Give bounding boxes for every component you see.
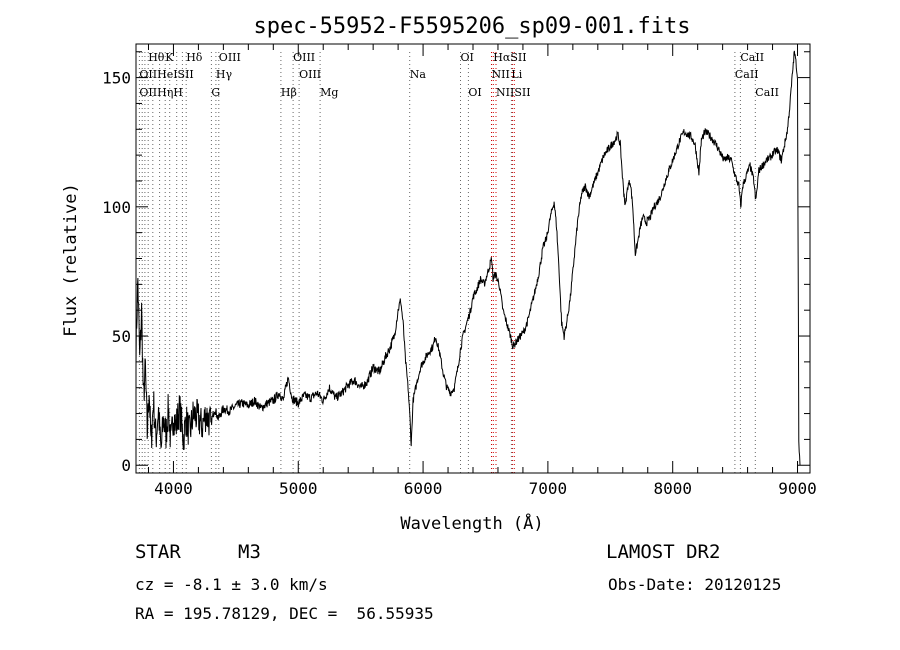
line-label: Hδ [186,51,203,64]
x-axis-ticks: 4000 5000 6000 7000 8000 9000 [147,44,817,498]
line-label: OIIHηH [139,86,182,99]
y-tick-label: 0 [121,456,131,475]
line-label: Hγ [216,68,233,81]
observation-date: Obs-Date: 20120125 [608,575,782,594]
line-label: NIISII [496,86,531,99]
line-label: Hθ [148,51,165,64]
y-tick-label: 100 [102,198,131,217]
object-class: STAR [135,541,181,563]
line-label: OIII [299,68,321,81]
line-label: CaII [755,86,779,99]
x-axis-label: Wavelength (Å) [400,512,543,534]
line-label: Hβ [281,86,297,99]
line-label: OIII [293,51,315,64]
line-label: NII [492,68,510,81]
y-tick-label: 150 [102,69,131,88]
survey-name: LAMOST DR2 [606,541,721,563]
line-label: G [211,86,220,99]
object-subclass: M3 [238,541,261,563]
x-tick-label: 8000 [653,479,692,498]
line-label: CaII [735,68,759,81]
x-tick-label: 7000 [529,479,568,498]
y-axis-label: Flux (relative) [61,183,81,337]
chart-title: spec-55952-F5595206_sp09-001.fits [253,14,690,39]
line-label: OI [461,51,474,64]
line-label: HαSII [493,51,526,64]
x-tick-label: 9000 [778,479,817,498]
x-tick-label: 6000 [404,479,443,498]
line-label: OI [468,86,481,99]
y-axis-ticks: 0 50 100 150 [102,51,810,475]
plot-frame [135,43,811,474]
line-label: OIIHeISII [139,68,193,81]
x-tick-label: 5000 [279,479,318,498]
line-label: K [165,51,174,64]
line-label: CaII [740,51,764,64]
line-label: Li [511,68,522,81]
line-label: OIII [219,51,241,64]
y-tick-label: 50 [112,327,131,346]
spectral-line-labels: Hθ K Hδ OIII OIII OI HαSII CaII OIIHeISII Hγ OIII N… [139,51,779,99]
ra-dec-coordinates: RA = 195.78129, DEC = 56.55935 [135,604,434,623]
line-label: Mg [320,86,338,99]
line-label: Na [410,68,427,81]
redshift-velocity: cz = -8.1 ± 3.0 km/s [135,575,328,594]
spectrum-line [135,50,801,466]
x-tick-label: 4000 [154,479,193,498]
